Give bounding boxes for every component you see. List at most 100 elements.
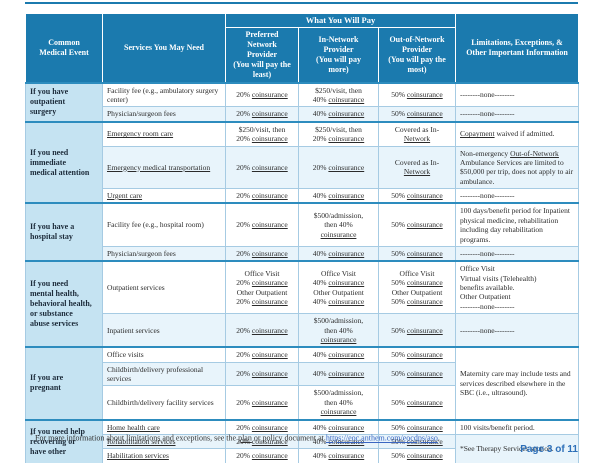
glossary-link[interactable]: Out-of-Network xyxy=(510,148,559,158)
glossary-link[interactable]: Copayment xyxy=(460,129,495,139)
glossary-link[interactable]: coinsurance xyxy=(406,191,443,200)
event-label: If you are pregnant xyxy=(25,346,103,421)
glossary-link[interactable]: coinsurance xyxy=(328,451,365,461)
service-link[interactable]: Emergency medical transportation xyxy=(107,162,211,172)
cell-service: Habilitation services xyxy=(102,448,226,463)
glossary-link[interactable]: coinsurance xyxy=(251,109,288,119)
table-header: Common Medical Event Services You May Ne… xyxy=(25,12,579,84)
glossary-link[interactable]: coinsurance xyxy=(328,278,365,288)
payment-text: 20% coinsurance xyxy=(236,191,288,200)
glossary-link[interactable]: coinsurance xyxy=(251,191,288,200)
glossary-link[interactable]: coinsurance xyxy=(251,248,288,258)
glossary-link[interactable]: coinsurance xyxy=(251,162,288,172)
cell-in-network: 20% coinsurance xyxy=(298,145,379,189)
plan-link[interactable]: plan xyxy=(238,433,252,443)
cell-limitations: --------none-------- xyxy=(455,82,579,108)
glossary-link[interactable]: coinsurance xyxy=(251,436,288,446)
glossary-link[interactable]: coinsurance xyxy=(406,369,443,379)
payment-text: 20% coinsurance xyxy=(236,162,288,172)
cell-out-of-network: 50% coinsurance xyxy=(378,346,456,363)
glossary-link[interactable]: coinsurance xyxy=(251,297,288,307)
policy-url-link[interactable]: https://eoc.anthem.com/eocdps/aso xyxy=(325,433,438,443)
glossary-link[interactable]: coinsurance xyxy=(251,350,288,360)
glossary-link[interactable]: coinsurance xyxy=(406,397,443,407)
glossary-link[interactable]: coinsurance xyxy=(406,451,443,461)
glossary-link[interactable]: coinsurance xyxy=(251,278,288,288)
glossary-link[interactable]: coinsurance xyxy=(251,397,288,407)
glossary-link[interactable]: coinsurance xyxy=(328,422,365,432)
glossary-link[interactable]: coinsurance xyxy=(406,220,443,230)
limitation-text: Copayment waived if admitted. xyxy=(460,129,555,139)
footnote: * For more information about limitations… xyxy=(30,433,440,443)
service-text: Inpatient services xyxy=(107,325,160,335)
service-link[interactable]: Habilitation services xyxy=(107,451,169,461)
cell-preferred: 20% coinsurance xyxy=(225,385,299,420)
glossary-link[interactable]: coinsurance xyxy=(328,369,365,379)
glossary-link[interactable]: coinsurance xyxy=(328,162,365,172)
glossary-link[interactable]: coinsurance xyxy=(251,369,288,379)
glossary-link[interactable]: coinsurance xyxy=(251,325,288,335)
glossary-link[interactable]: coinsurance xyxy=(251,422,288,432)
cell-service: Facility fee (e.g., hospital room) xyxy=(102,202,226,247)
table-row: Physician/surgeon fees 20% coinsurance 4… xyxy=(26,106,579,123)
service-link[interactable]: Urgent care xyxy=(107,191,143,200)
table-row: If you need immediate medical attention … xyxy=(25,121,579,204)
cell-limitations: --------none-------- xyxy=(455,188,579,204)
footnote-text: . xyxy=(437,433,440,443)
payment-text: Office Visit 50% coinsurance Other Outpa… xyxy=(391,268,443,307)
glossary-link[interactable]: coinsurance xyxy=(406,278,443,288)
glossary-link[interactable]: coinsurance xyxy=(406,109,443,119)
event-label: If you have outpatient surgery xyxy=(25,82,103,123)
glossary-link[interactable]: coinsurance xyxy=(251,220,288,230)
cell-service: Inpatient services xyxy=(102,313,226,348)
glossary-link[interactable]: coinsurance xyxy=(251,134,288,144)
cell-service: Physician/surgeon fees xyxy=(102,245,226,262)
glossary-link[interactable]: Network xyxy=(532,148,559,158)
glossary-link[interactable]: coinsurance xyxy=(406,248,443,258)
glossary-link[interactable]: coinsurance xyxy=(406,325,443,335)
limitation-text: --------none-------- xyxy=(460,191,515,200)
service-link[interactable]: Rehabilitation services xyxy=(107,436,176,446)
service-link[interactable]: Home health care xyxy=(107,422,160,432)
payment-text: $250/visit, then 40% coinsurance xyxy=(312,85,365,104)
glossary-link[interactable]: coinsurance xyxy=(406,436,443,446)
glossary-link[interactable]: coinsurance xyxy=(406,350,443,360)
glossary-link[interactable]: coinsurance xyxy=(328,109,365,119)
glossary-link[interactable]: coinsurance xyxy=(406,297,443,307)
glossary-link[interactable]: coinsurance xyxy=(328,134,365,144)
glossary-link[interactable]: Network xyxy=(403,167,431,177)
cell-in-network: 40% coinsurance xyxy=(298,106,379,123)
glossary-link[interactable]: coinsurance xyxy=(320,407,357,417)
payment-text: 50% coinsurance xyxy=(391,436,443,446)
cell-out-of-network: Covered as In- Network xyxy=(378,121,456,147)
payment-text: 50% coinsurance xyxy=(391,451,443,461)
service-text: Physician/surgeon fees xyxy=(107,109,176,119)
cell-in-network: 40% coinsurance xyxy=(298,448,379,463)
glossary-link[interactable]: coinsurance xyxy=(328,436,365,446)
payment-text: Office Visit 20% coinsurance Other Outpa… xyxy=(236,268,288,307)
glossary-link[interactable]: coinsurance xyxy=(251,90,288,100)
table-row: Physician/surgeon fees 20% coinsurance 4… xyxy=(26,245,579,262)
payment-text: 40% coinsurance xyxy=(312,350,365,360)
glossary-link[interactable]: coinsurance xyxy=(406,422,443,432)
cell-limitations: Maternity care may include tests and ser… xyxy=(455,346,579,421)
glossary-link[interactable]: coinsurance xyxy=(328,95,365,104)
glossary-link[interactable]: coinsurance xyxy=(328,248,365,258)
glossary-link[interactable]: Network xyxy=(403,134,431,144)
payment-text: 40% coinsurance xyxy=(312,451,365,461)
glossary-link[interactable]: coinsurance xyxy=(328,350,365,360)
glossary-link[interactable]: coinsurance xyxy=(320,229,357,239)
glossary-link[interactable]: coinsurance xyxy=(406,90,443,100)
page-number: Page 3 of 11 xyxy=(520,444,578,455)
table-row: Habilitation services 20% coinsurance 40… xyxy=(26,448,579,463)
payment-text: 40% coinsurance xyxy=(312,436,365,446)
glossary-link[interactable]: coinsurance xyxy=(328,297,365,307)
service-text: Childbirth/delivery facility services xyxy=(107,397,214,407)
section-hospital-stay: If you have a hospital stay Facility fee… xyxy=(25,202,579,262)
glossary-link[interactable]: coinsurance xyxy=(328,191,365,200)
glossary-link[interactable]: coinsurance xyxy=(320,334,357,344)
glossary-link[interactable]: coinsurance xyxy=(251,451,288,461)
payment-text: $250/visit, then 20% coinsurance xyxy=(312,124,365,144)
service-link[interactable]: Emergency room care xyxy=(107,129,174,139)
cell-service: Childbirth/delivery facility services xyxy=(102,385,226,420)
